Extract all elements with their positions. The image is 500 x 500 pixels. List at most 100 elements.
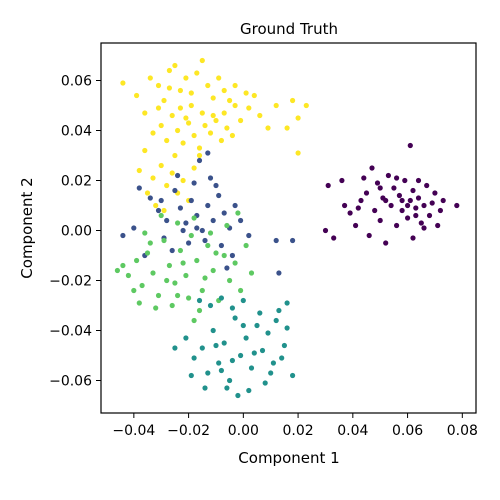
data-point: [295, 150, 301, 156]
data-point: [180, 227, 186, 234]
data-point: [385, 172, 391, 179]
data-point: [153, 305, 159, 311]
data-point: [251, 92, 257, 99]
data-point: [265, 125, 271, 131]
data-point: [273, 317, 279, 324]
data-point: [188, 90, 194, 96]
data-point: [322, 227, 329, 234]
data-point: [150, 130, 156, 136]
x-tick-label: −0.04: [112, 423, 155, 439]
data-point: [191, 132, 197, 139]
data-point: [372, 207, 378, 214]
x-tick-label: −0.02: [167, 423, 210, 439]
data-point: [418, 220, 424, 226]
data-point: [405, 215, 411, 221]
data-point: [125, 272, 131, 279]
data-point: [158, 197, 164, 204]
data-point: [144, 190, 151, 196]
data-point: [399, 207, 405, 214]
data-point: [172, 187, 178, 194]
data-point: [188, 197, 194, 204]
data-point: [437, 207, 443, 214]
data-point: [358, 197, 364, 204]
data-point: [232, 102, 238, 109]
data-point: [374, 180, 381, 186]
data-point: [221, 87, 227, 94]
data-point: [383, 240, 389, 246]
data-point: [172, 152, 178, 159]
data-point: [191, 317, 197, 324]
data-point: [407, 197, 413, 204]
data-point: [257, 112, 263, 119]
data-point: [147, 195, 153, 201]
data-point: [257, 310, 263, 316]
data-point: [290, 237, 296, 244]
data-point: [399, 197, 405, 204]
data-point: [191, 180, 197, 186]
data-point: [205, 82, 211, 89]
data-point: [207, 175, 214, 181]
data-point: [238, 287, 244, 294]
data-point: [440, 197, 446, 204]
data-point: [410, 235, 416, 241]
data-point: [429, 200, 435, 206]
x-tick-label: 0.00: [228, 423, 259, 439]
data-point: [405, 202, 411, 209]
data-point: [196, 297, 203, 304]
data-point: [284, 300, 290, 306]
data-point: [164, 217, 170, 224]
data-point: [199, 345, 205, 351]
data-point: [155, 105, 162, 111]
data-point: [232, 315, 238, 321]
data-point: [205, 202, 211, 209]
y-tick-label: 0.04: [61, 124, 92, 140]
data-point: [218, 367, 224, 374]
data-point: [391, 185, 397, 191]
data-point: [232, 82, 238, 89]
data-point: [435, 222, 441, 229]
data-point: [210, 267, 216, 274]
data-point: [290, 372, 296, 379]
data-point: [248, 365, 255, 371]
data-point: [161, 237, 167, 244]
data-point: [246, 232, 252, 239]
data-point: [243, 90, 249, 96]
data-point: [155, 82, 162, 89]
data-point: [331, 235, 337, 241]
data-point: [166, 262, 172, 269]
data-point: [295, 115, 301, 121]
data-point: [407, 142, 413, 149]
data-point: [144, 250, 151, 256]
data-point: [205, 370, 211, 376]
data-point: [246, 387, 252, 394]
data-point: [432, 190, 438, 196]
data-point: [218, 295, 224, 301]
data-point: [158, 212, 164, 219]
data-point: [454, 202, 460, 209]
y-tick-label: 0.06: [61, 74, 92, 90]
data-point: [410, 187, 416, 194]
data-point: [175, 220, 181, 226]
data-point: [229, 132, 235, 139]
data-point: [164, 137, 170, 144]
data-point: [194, 70, 200, 76]
data-point: [339, 177, 345, 184]
data-point: [383, 197, 389, 204]
data-point: [131, 225, 137, 231]
data-point: [415, 177, 422, 184]
y-tick-label: −0.06: [49, 374, 92, 390]
x-axis-label: Component 1: [238, 449, 339, 467]
data-point: [191, 165, 197, 171]
data-point: [210, 112, 216, 119]
data-point: [177, 87, 183, 94]
data-point: [188, 102, 194, 109]
data-point: [413, 212, 419, 219]
data-point: [175, 292, 181, 299]
data-point: [216, 75, 222, 81]
data-point: [205, 150, 211, 156]
chart-title: Ground Truth: [240, 20, 338, 38]
data-point: [224, 265, 230, 271]
data-point: [221, 252, 227, 259]
data-point: [270, 360, 276, 366]
data-point: [224, 222, 230, 229]
